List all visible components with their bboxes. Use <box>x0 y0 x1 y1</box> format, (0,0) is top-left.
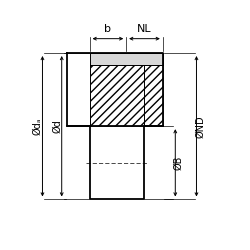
Text: ØND: ØND <box>196 115 206 138</box>
Text: ØB: ØB <box>174 156 184 170</box>
Text: Ød: Ød <box>52 120 62 133</box>
Bar <box>90 53 163 65</box>
Bar <box>90 65 163 126</box>
Text: Ødₐ: Ødₐ <box>33 118 43 135</box>
Polygon shape <box>66 53 163 200</box>
Text: b: b <box>104 24 112 34</box>
Text: NL: NL <box>137 24 152 34</box>
